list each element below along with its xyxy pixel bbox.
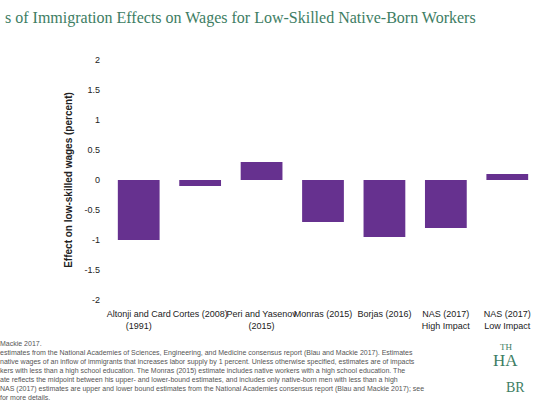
svg-text:Cortes (2008): Cortes (2008) (173, 309, 228, 319)
svg-text:-2: -2 (92, 295, 100, 305)
svg-text:-1.5: -1.5 (84, 265, 100, 275)
svg-text:1: 1 (95, 115, 100, 125)
svg-text:Altonji and Card: Altonji and Card (107, 309, 171, 319)
svg-text:for more details.: for more details. (0, 394, 50, 401)
svg-text:s of Immigration Effects on Wa: s of Immigration Effects on Wages for Lo… (5, 9, 476, 27)
svg-text:0.5: 0.5 (87, 145, 100, 155)
svg-text:BR: BR (506, 380, 525, 395)
svg-text:Monras (2015): Monras (2015) (294, 309, 353, 319)
svg-text:native wages of an inflow of i: native wages of an inflow of immigrants … (0, 358, 415, 366)
svg-text:(1991): (1991) (126, 321, 152, 331)
svg-text:HA: HA (493, 351, 518, 370)
svg-text:-1: -1 (92, 235, 100, 245)
svg-text:-0.5: -0.5 (84, 205, 100, 215)
svg-text:(2015): (2015) (249, 321, 275, 331)
svg-text:0: 0 (95, 175, 100, 185)
svg-text:TH: TH (500, 342, 512, 352)
svg-text:NAS (2017): NAS (2017) (422, 309, 469, 319)
svg-text:kers with less than a high sch: kers with less than a high school educat… (0, 367, 405, 375)
svg-text:ate reflects the midpoint betw: ate reflects the midpoint between his up… (0, 376, 398, 384)
svg-text:Mackie 2017.: Mackie 2017. (0, 340, 42, 347)
svg-text:NAS (2017) estimates are upper: NAS (2017) estimates are upper and lower… (0, 385, 424, 393)
svg-text:Effect on low-skilled wages (p: Effect on low-skilled wages (percent) (63, 92, 74, 268)
svg-text:1.5: 1.5 (87, 85, 100, 95)
svg-text:Peri and Yasenov: Peri and Yasenov (226, 309, 297, 319)
svg-text:High Impact: High Impact (422, 321, 471, 331)
svg-text:2: 2 (95, 55, 100, 65)
svg-text:Borjas (2016): Borjas (2016) (357, 309, 411, 319)
svg-text:Low Impact: Low Impact (484, 321, 531, 331)
svg-text:NAS (2017): NAS (2017) (484, 309, 531, 319)
svg-text:estimates from the National Ac: estimates from the National Academies of… (0, 349, 413, 357)
